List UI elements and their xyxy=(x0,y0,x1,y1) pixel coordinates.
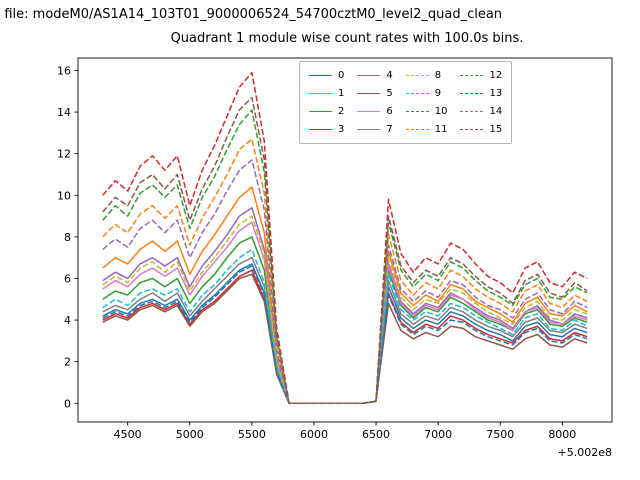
legend-item-2: 2 xyxy=(309,106,344,117)
plot-area xyxy=(77,57,613,423)
legend-label-7: 7 xyxy=(386,124,393,135)
legend-item-4: 4 xyxy=(357,70,393,81)
series-line-11 xyxy=(102,138,588,405)
y-tick-label: 14 xyxy=(57,106,71,119)
legend-line-sample-12 xyxy=(460,75,484,76)
legend-line-sample-8 xyxy=(405,75,429,76)
suptitle-filename: n file: modeM0/AS1A14_103T01_9000006524_… xyxy=(0,7,503,22)
legend-label-14: 14 xyxy=(489,106,503,117)
x-tick-label: 5500 xyxy=(238,428,266,441)
x-tick-label: 6000 xyxy=(300,428,328,441)
legend-label-6: 6 xyxy=(386,106,393,117)
legend-line-sample-0 xyxy=(309,75,332,76)
legend: 0 1 2 3 4 5 6 7 8 9 10 11 12 13 14 15 xyxy=(299,61,513,144)
series-line-15 xyxy=(102,96,588,405)
x-tick-label: 8000 xyxy=(548,428,576,441)
legend-label-2: 2 xyxy=(338,106,345,117)
y-tick-label: 0 xyxy=(64,397,71,410)
legend-label-15: 15 xyxy=(489,124,503,135)
y-tick-label: 10 xyxy=(57,189,71,202)
legend-label-13: 13 xyxy=(489,88,503,99)
legend-line-sample-15 xyxy=(460,129,484,130)
x-tick-label: 5000 xyxy=(176,428,204,441)
legend-label-8: 8 xyxy=(434,70,442,81)
series-line-12 xyxy=(102,109,588,405)
y-tick-label: 2 xyxy=(64,356,71,369)
legend-label-0: 0 xyxy=(338,70,345,81)
series-line-4 xyxy=(102,207,588,405)
legend-line-sample-10 xyxy=(405,111,429,112)
legend-line-sample-3 xyxy=(309,129,332,130)
legend-item-3: 3 xyxy=(309,124,344,135)
legend-line-sample-11 xyxy=(405,129,429,130)
legend-label-12: 12 xyxy=(489,70,503,81)
legend-item-9: 9 xyxy=(405,88,448,99)
x-tick-label: 7500 xyxy=(486,428,514,441)
legend-line-sample-1 xyxy=(309,93,332,94)
legend-item-7: 7 xyxy=(357,124,393,135)
x-tick-label: 4500 xyxy=(114,428,142,441)
y-tick-label: 16 xyxy=(57,64,71,77)
series-line-14 xyxy=(102,159,588,405)
legend-label-11: 11 xyxy=(434,124,448,135)
y-tick-label: 4 xyxy=(64,314,71,327)
legend-item-13: 13 xyxy=(460,88,502,99)
legend-label-9: 9 xyxy=(434,88,442,99)
legend-item-1: 1 xyxy=(309,88,344,99)
legend-item-6: 6 xyxy=(357,106,393,117)
legend-label-3: 3 xyxy=(338,124,345,135)
legend-line-sample-4 xyxy=(357,75,381,76)
legend-item-12: 12 xyxy=(460,70,502,81)
legend-label-10: 10 xyxy=(434,106,448,117)
y-tick-label: 6 xyxy=(64,272,71,285)
legend-item-5: 5 xyxy=(357,88,393,99)
series-line-6 xyxy=(102,221,588,405)
plot-title: Quadrant 1 module wise count rates with … xyxy=(170,31,524,46)
legend-line-sample-5 xyxy=(357,93,381,94)
legend-line-sample-14 xyxy=(460,111,484,112)
y-tick-label: 12 xyxy=(57,148,71,161)
legend-item-8: 8 xyxy=(405,70,448,81)
x-axis-offset-label: +5.002e8 xyxy=(558,446,612,459)
legend-label-1: 1 xyxy=(338,88,345,99)
x-tick-label: 6500 xyxy=(362,428,390,441)
legend-item-0: 0 xyxy=(309,70,344,81)
legend-item-15: 15 xyxy=(460,124,502,135)
legend-line-sample-2 xyxy=(309,111,332,112)
legend-line-sample-7 xyxy=(357,129,381,130)
legend-line-sample-9 xyxy=(405,93,429,94)
legend-label-5: 5 xyxy=(386,88,393,99)
y-tick-label: 8 xyxy=(64,231,71,244)
legend-item-14: 14 xyxy=(460,106,502,117)
legend-line-sample-6 xyxy=(357,111,381,112)
legend-line-sample-13 xyxy=(460,93,484,94)
legend-label-4: 4 xyxy=(386,70,393,81)
legend-item-11: 11 xyxy=(405,124,448,135)
x-tick-label: 7000 xyxy=(424,428,452,441)
legend-item-10: 10 xyxy=(405,106,448,117)
